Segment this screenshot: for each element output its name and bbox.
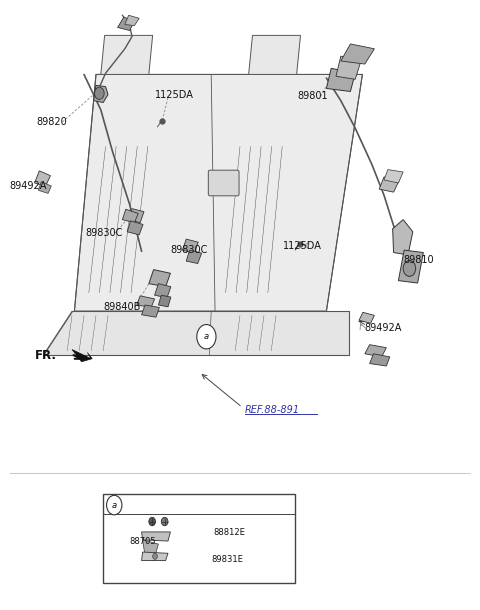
Polygon shape (359, 312, 374, 323)
Polygon shape (384, 170, 403, 183)
Polygon shape (125, 15, 139, 26)
Polygon shape (249, 35, 300, 74)
Polygon shape (379, 177, 399, 192)
Polygon shape (365, 345, 386, 357)
Text: 89492A: 89492A (365, 323, 402, 333)
Polygon shape (326, 68, 355, 92)
Text: 89840B: 89840B (103, 303, 141, 312)
Circle shape (197, 325, 216, 349)
Text: 88812E: 88812E (214, 528, 245, 537)
Text: 1125DA: 1125DA (155, 90, 193, 99)
Text: 89830C: 89830C (85, 228, 123, 238)
Text: a: a (112, 501, 117, 509)
Text: FR.: FR. (35, 348, 57, 362)
Polygon shape (142, 552, 168, 561)
Polygon shape (72, 350, 92, 362)
Text: a: a (204, 332, 209, 341)
Bar (103, 494, 295, 583)
Polygon shape (43, 311, 349, 355)
Circle shape (95, 87, 104, 99)
Text: 1125DA: 1125DA (283, 241, 322, 251)
Polygon shape (398, 250, 423, 283)
Text: 89830C: 89830C (170, 245, 208, 255)
FancyBboxPatch shape (208, 170, 239, 196)
Circle shape (153, 553, 157, 559)
Circle shape (161, 517, 168, 526)
Polygon shape (341, 44, 374, 64)
Polygon shape (336, 56, 361, 79)
Polygon shape (35, 171, 50, 186)
Polygon shape (142, 305, 159, 317)
Polygon shape (101, 35, 153, 74)
Polygon shape (142, 532, 170, 541)
Text: 89801: 89801 (298, 92, 328, 101)
Polygon shape (370, 354, 390, 366)
Polygon shape (149, 270, 170, 287)
Polygon shape (127, 221, 143, 235)
Polygon shape (94, 85, 108, 102)
Polygon shape (186, 250, 202, 264)
Circle shape (149, 517, 156, 526)
Text: 89831E: 89831E (211, 556, 243, 564)
Polygon shape (158, 295, 171, 307)
Circle shape (107, 495, 122, 515)
Text: 89810: 89810 (403, 255, 434, 265)
Polygon shape (122, 209, 138, 223)
Text: 89492A: 89492A (10, 181, 47, 191)
Text: 88705: 88705 (130, 537, 156, 546)
Polygon shape (118, 17, 134, 31)
Polygon shape (182, 239, 198, 253)
Polygon shape (155, 284, 171, 298)
Polygon shape (393, 220, 413, 255)
Polygon shape (143, 540, 158, 561)
Circle shape (403, 260, 416, 276)
Polygon shape (137, 296, 155, 307)
Polygon shape (74, 74, 362, 311)
Polygon shape (38, 182, 51, 193)
Text: REF.88-891: REF.88-891 (245, 405, 300, 415)
Polygon shape (128, 209, 144, 223)
Text: 89820: 89820 (36, 117, 67, 127)
